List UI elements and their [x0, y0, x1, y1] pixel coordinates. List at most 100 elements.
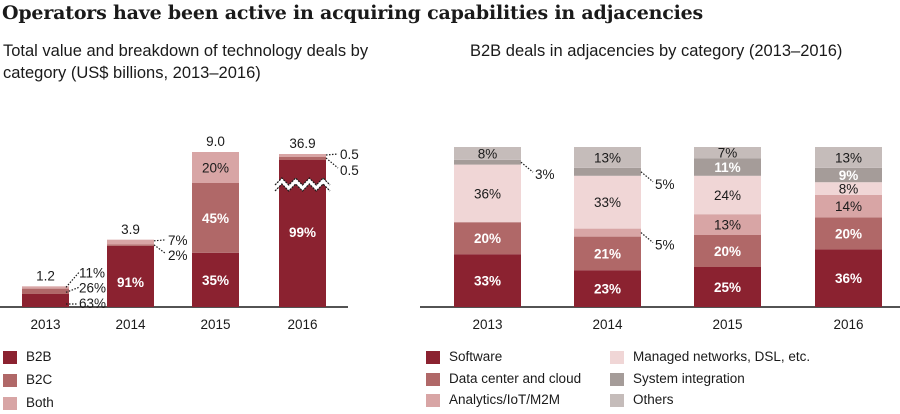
total-label-2015: 9.0 — [206, 134, 225, 149]
leader-line-both-2016 — [325, 153, 339, 156]
data-label-others-2016: 13% — [835, 150, 862, 165]
data-label-system-integration-2016: 9% — [839, 168, 859, 183]
bar-b2b-2013 — [22, 293, 69, 307]
bar-b2c-2014 — [107, 244, 154, 246]
x-tick-label-right-2016: 2016 — [833, 317, 863, 332]
data-label-b2c-2014: 2% — [168, 248, 188, 263]
legend-swatch — [426, 394, 440, 407]
total-label-2013: 1.2 — [36, 268, 55, 283]
data-label-both-2016: 0.5 — [340, 147, 359, 162]
data-label-others-2015: 7% — [718, 146, 738, 161]
bar-b2c-2013 — [22, 288, 69, 294]
leader-line-analytics-iot-m2m-2014 — [640, 232, 654, 244]
x-tick-label-right-2015: 2015 — [712, 317, 742, 332]
legend-label: Data center and cloud — [449, 371, 582, 386]
bar-managed-networks-dsl-etc-2013 — [454, 164, 521, 223]
legend-label: System integration — [633, 371, 745, 386]
bar-system-integration-2014 — [574, 167, 641, 176]
bar-managed-networks-dsl-etc-2014 — [574, 175, 641, 229]
bar-system-integration-2015 — [694, 158, 761, 176]
data-label-both-2015: 20% — [202, 161, 229, 176]
bar-others-2013 — [454, 147, 521, 160]
axis-break-gap — [275, 178, 330, 191]
data-label-managed-networks-dsl-etc-2016: 8% — [839, 182, 859, 197]
legend-swatch — [3, 397, 17, 410]
data-label-data-center-and-cloud-2016: 20% — [835, 226, 862, 241]
data-label-others-2013: 8% — [478, 146, 498, 161]
x-tick-label-2015: 2015 — [200, 317, 230, 332]
data-label-b2b-2016: 99% — [289, 225, 316, 240]
legend-label: Both — [26, 395, 54, 410]
bar-software-2015 — [694, 267, 761, 307]
bar-managed-networks-dsl-etc-2016 — [815, 182, 882, 195]
right-chart-title: B2B deals in adjacencies by category (20… — [470, 42, 843, 60]
bar-b2c-2016 — [279, 157, 326, 160]
legend-label: B2B — [26, 349, 52, 364]
data-label-data-center-and-cloud-2014: 21% — [594, 246, 621, 261]
data-label-b2c-2015: 45% — [202, 211, 229, 226]
data-label-others-2014: 13% — [594, 150, 621, 165]
legend-label: B2C — [26, 372, 53, 387]
data-label-b2b-2013: 63% — [79, 296, 106, 311]
axis-break-line-top — [274, 177, 331, 186]
bar-data-center-and-cloud-2014 — [574, 236, 641, 271]
data-label-managed-networks-dsl-etc-2015: 24% — [714, 188, 741, 203]
data-label-system-integration-2015: 11% — [714, 160, 740, 175]
data-label-data-center-and-cloud-2015: 20% — [714, 244, 741, 259]
bar-b2b-2015 — [192, 252, 239, 307]
bar-others-2015 — [694, 147, 761, 159]
leader-line-system-integration-2014 — [640, 171, 654, 183]
data-label-software-2016: 36% — [835, 271, 862, 286]
bar-system-integration-2016 — [815, 167, 882, 183]
legend-swatch — [610, 373, 624, 386]
x-tick-label-2013: 2013 — [30, 317, 60, 332]
data-label-system-integration-2013: 3% — [535, 167, 555, 182]
leader-line-system-integration-2013 — [520, 161, 534, 173]
legend-label: Managed networks, DSL, etc. — [633, 349, 811, 364]
bar-software-2013 — [454, 254, 521, 307]
bar-both-2016 — [279, 154, 326, 157]
data-label-b2b-2014: 91% — [117, 275, 144, 290]
data-label-b2b-2015: 35% — [202, 273, 229, 288]
bar-system-integration-2013 — [454, 159, 521, 165]
bar-data-center-and-cloud-2013 — [454, 222, 521, 255]
bar-software-2014 — [574, 270, 641, 307]
legend-swatch — [3, 374, 17, 387]
leader-line-both-2014 — [153, 239, 167, 242]
bar-others-2014 — [574, 147, 641, 168]
bar-both-2014 — [107, 239, 154, 245]
leader-line-b2c-2014 — [153, 244, 167, 255]
bar-analytics-iot-m2m-2014 — [574, 228, 641, 237]
x-tick-label-right-2013: 2013 — [472, 317, 502, 332]
legend-swatch — [610, 394, 624, 407]
x-tick-label-2014: 2014 — [115, 317, 146, 332]
bar-managed-networks-dsl-etc-2015 — [694, 175, 761, 215]
data-label-managed-networks-dsl-etc-2014: 33% — [594, 195, 621, 210]
data-label-software-2014: 23% — [594, 282, 621, 297]
legend-swatch — [3, 351, 17, 364]
page-title: Operators have been active in acquiring … — [2, 2, 704, 24]
leader-line-b2c-2016 — [325, 157, 339, 169]
legend-label: Analytics/IoT/M2M — [449, 392, 561, 407]
data-label-both-2014: 7% — [168, 233, 188, 248]
legend-swatch — [426, 373, 440, 386]
bar-both-2013 — [22, 286, 69, 289]
total-label-2016: 36.9 — [289, 136, 315, 151]
leader-line-both-2013 — [65, 271, 80, 288]
legend-label: Software — [449, 349, 503, 364]
data-label-system-integration-2014: 5% — [655, 177, 675, 192]
bar-b2c-2015 — [192, 183, 239, 253]
data-label-software-2013: 33% — [474, 274, 501, 289]
axis-break-line-bottom — [274, 183, 331, 192]
bar-analytics-iot-m2m-2015 — [694, 214, 761, 235]
bar-both-2015 — [192, 152, 239, 183]
bar-software-2016 — [815, 249, 882, 307]
data-label-analytics-iot-m2m-2014: 5% — [655, 238, 675, 253]
data-label-data-center-and-cloud-2013: 20% — [474, 231, 501, 246]
data-label-b2c-2016: 0.5 — [340, 163, 359, 178]
bar-others-2016 — [815, 147, 882, 168]
data-label-analytics-iot-m2m-2016: 14% — [835, 199, 862, 214]
bar-data-center-and-cloud-2015 — [694, 235, 761, 267]
bar-analytics-iot-m2m-2016 — [815, 195, 882, 218]
